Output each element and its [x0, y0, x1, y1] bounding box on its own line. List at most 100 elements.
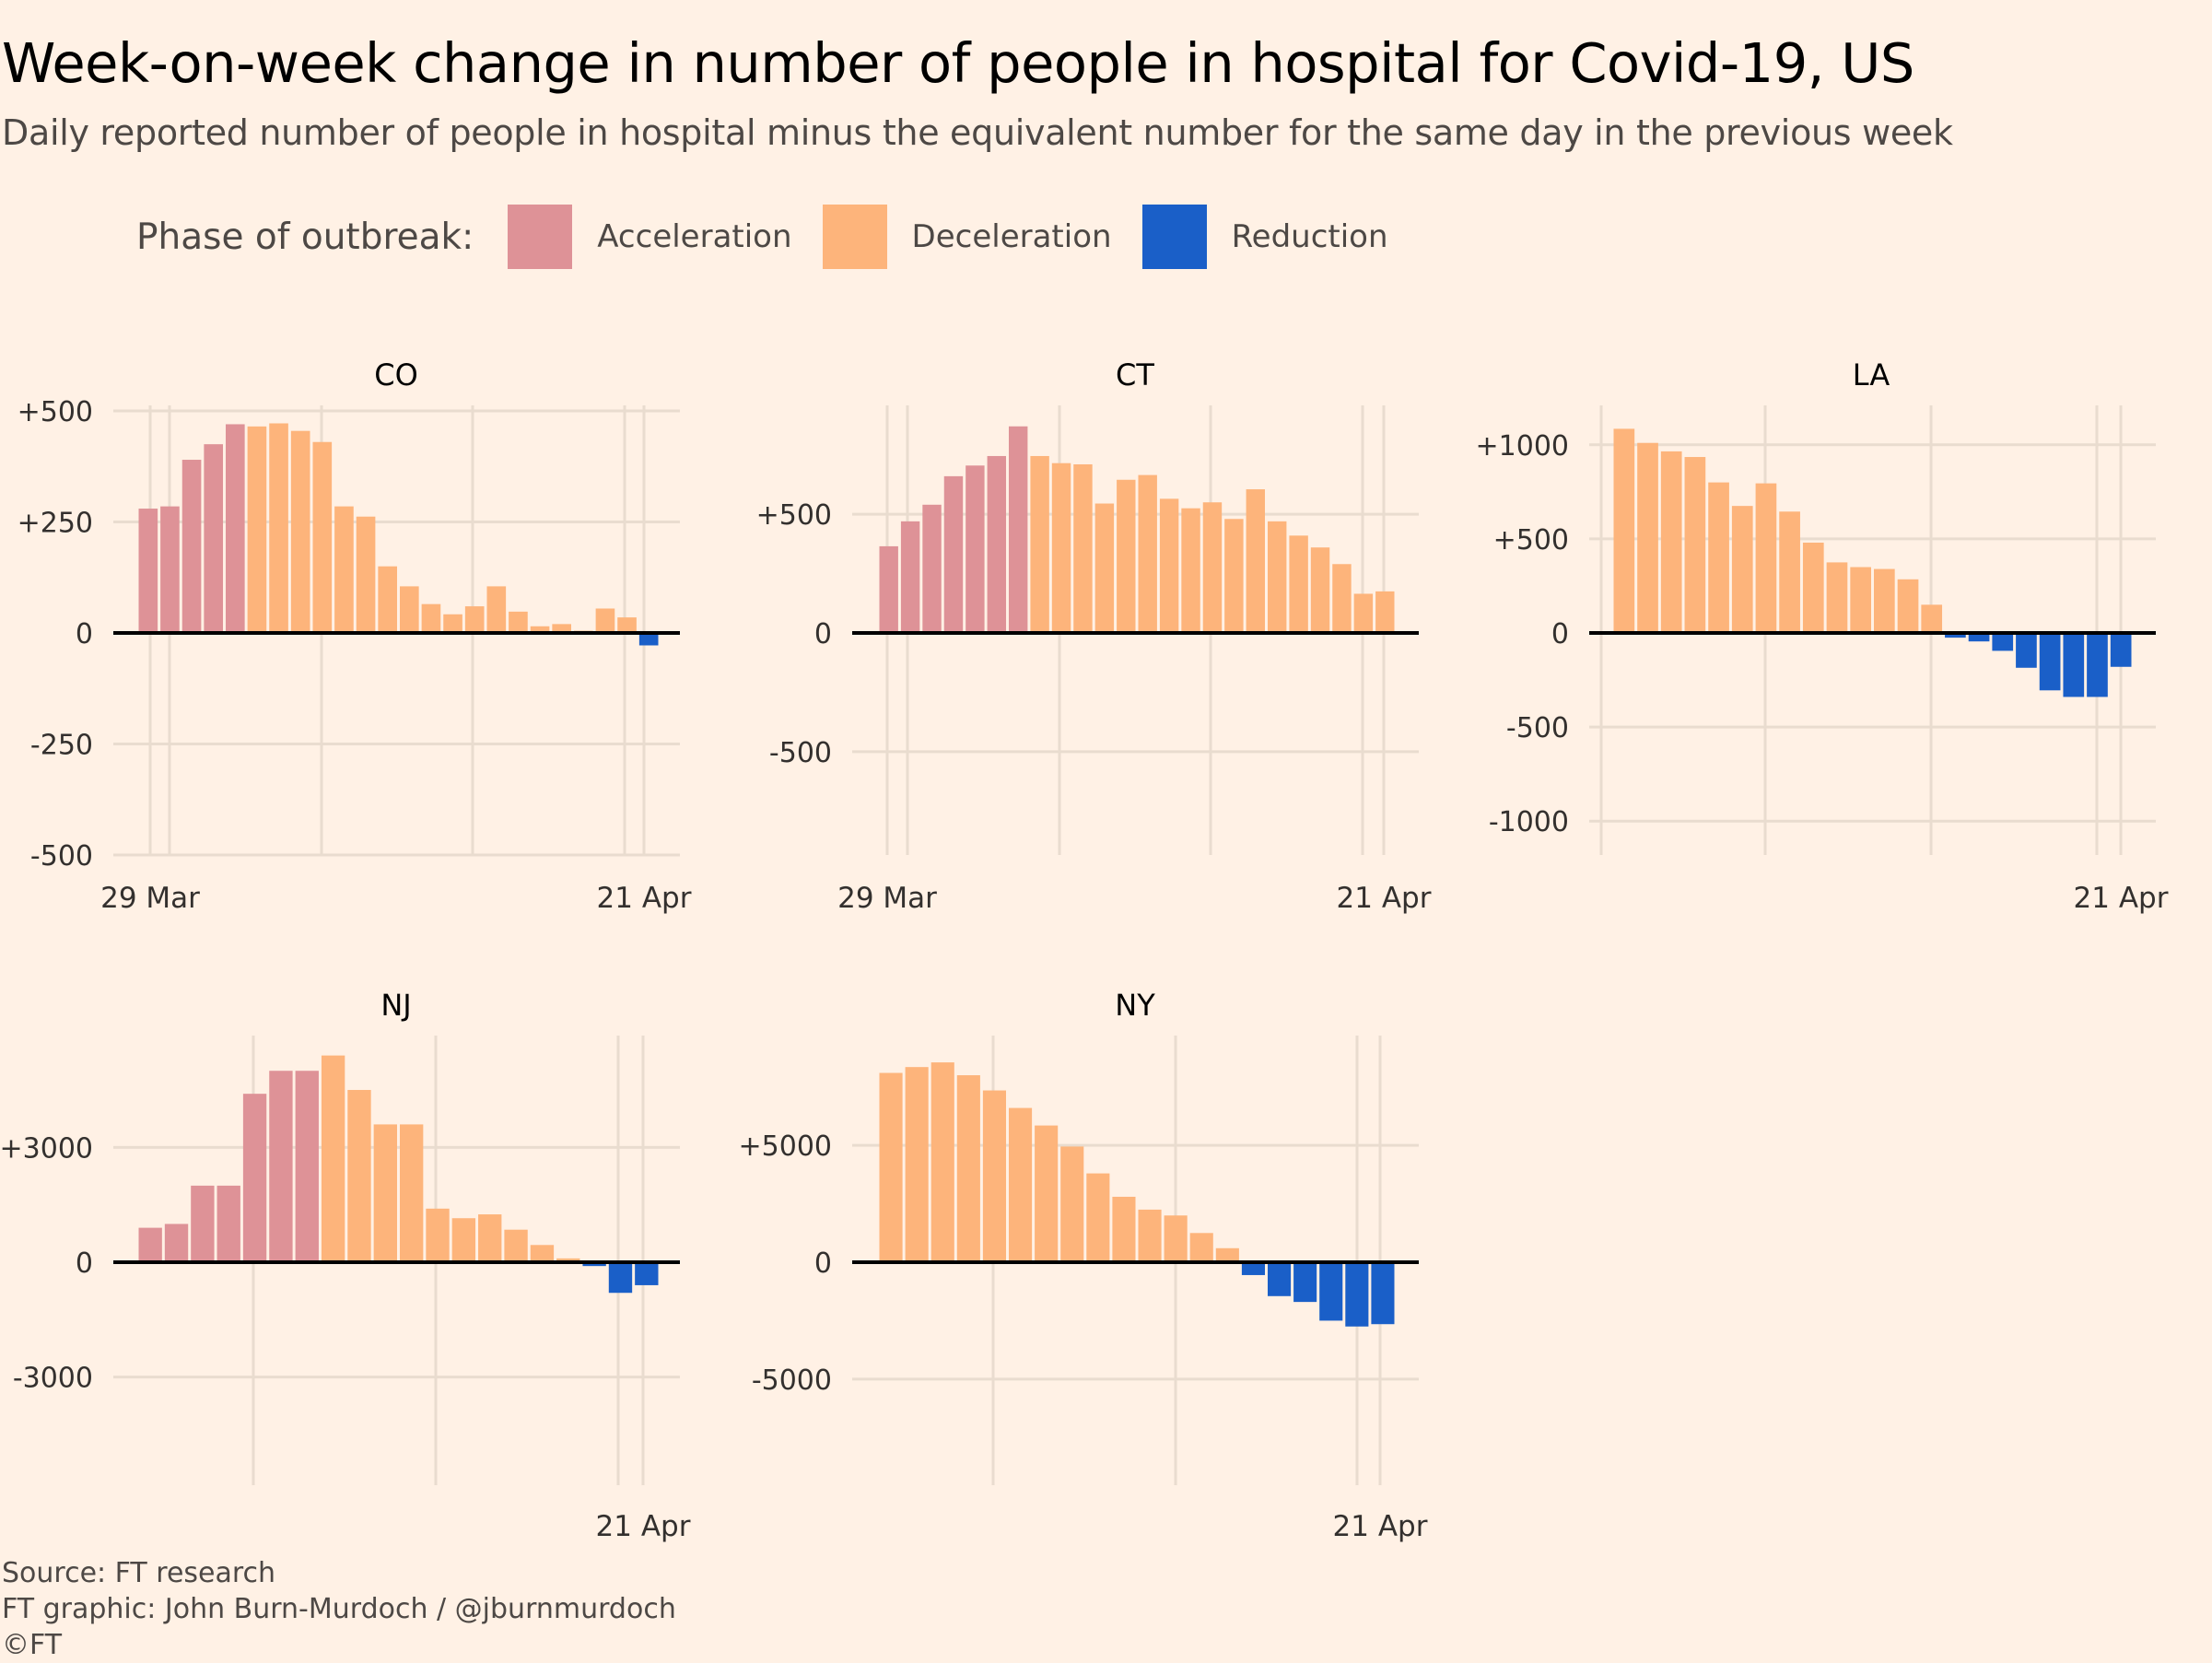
bar-la-1 [1637, 442, 1658, 633]
ytick-label-ny-2: -5000 [752, 1364, 832, 1397]
legend-swatch-reduction [1141, 205, 1207, 269]
xtick-label-ct-1: 21 Apr [1337, 882, 1432, 915]
bar-co-10 [356, 516, 376, 633]
bar-co-4 [226, 424, 245, 633]
bar-ny-17 [1319, 1262, 1343, 1321]
bar-ny-5 [1009, 1107, 1033, 1262]
bar-ny-10 [1138, 1209, 1162, 1262]
ytick-label-ny-0: +5000 [739, 1130, 832, 1163]
bar-la-18 [2039, 633, 2061, 691]
bar-ct-5 [987, 455, 1006, 633]
bar-nj-2 [191, 1185, 215, 1262]
bar-ny-0 [879, 1072, 903, 1262]
bar-ny-15 [1268, 1262, 1292, 1296]
bar-co-23 [638, 633, 659, 646]
bar-ny-1 [905, 1067, 929, 1262]
legend-swatch-deceleration [822, 205, 887, 269]
bar-co-11 [378, 566, 397, 633]
bar-ny-8 [1086, 1173, 1110, 1262]
ytick-label-nj-0: +3000 [0, 1132, 93, 1165]
bar-co-13 [421, 603, 441, 633]
ytick-label-nj-2: -3000 [13, 1363, 93, 1395]
xtick-label-co-0: 29 Mar [100, 882, 200, 915]
bar-co-5 [247, 426, 267, 633]
bar-ny-6 [1035, 1125, 1059, 1262]
chart-subtitle: Daily reported number of people in hospi… [2, 112, 1953, 153]
ytick-label-co-3: -250 [30, 730, 93, 762]
bar-ny-19 [1371, 1262, 1395, 1325]
xtick-label-co-1: 21 Apr [597, 882, 692, 915]
bar-la-14 [1945, 633, 1966, 638]
bar-ny-11 [1164, 1215, 1188, 1262]
bar-ct-3 [943, 475, 964, 633]
bar-ny-16 [1293, 1262, 1317, 1303]
bar-ct-6 [1009, 426, 1028, 633]
bar-ny-14 [1241, 1262, 1265, 1275]
bar-nj-11 [426, 1208, 450, 1262]
bar-ct-4 [966, 465, 985, 633]
xtick-label-ct-0: 29 Mar [837, 882, 937, 915]
bar-co-18 [530, 626, 550, 633]
bar-co-19 [552, 624, 571, 633]
bar-nj-4 [242, 1094, 267, 1262]
bar-nj-16 [556, 1258, 580, 1262]
bar-nj-0 [138, 1227, 162, 1262]
bar-ct-2 [922, 504, 942, 633]
bar-la-3 [1684, 457, 1706, 633]
panel-title-la: LA [1853, 357, 1890, 392]
bar-la-5 [1731, 506, 1753, 633]
bar-ny-12 [1189, 1233, 1213, 1262]
bar-nj-6 [295, 1071, 319, 1262]
bar-la-6 [1755, 483, 1777, 633]
ytick-label-co-1: +250 [18, 508, 93, 540]
bar-ct-13 [1159, 498, 1179, 633]
bar-nj-9 [373, 1124, 397, 1262]
bar-ct-1 [900, 521, 920, 633]
bar-co-15 [464, 606, 485, 633]
bar-ct-16 [1224, 519, 1244, 633]
bar-la-13 [1921, 604, 1943, 633]
bar-co-3 [204, 444, 223, 633]
bar-la-9 [1826, 562, 1848, 633]
bar-la-0 [1613, 428, 1635, 633]
ytick-label-nj-1: 0 [76, 1247, 93, 1280]
bar-nj-5 [269, 1071, 293, 1262]
bar-ct-11 [1117, 479, 1136, 633]
panel-title-ny: NY [1115, 988, 1155, 1023]
bar-co-2 [181, 460, 202, 633]
bar-ny-2 [930, 1062, 954, 1262]
footer: Source: FT research FT graphic: John Bur… [2, 1555, 676, 1663]
legend-title: Phase of outbreak: [136, 216, 474, 258]
bar-ct-21 [1332, 564, 1352, 633]
bar-co-14 [443, 614, 462, 633]
xtick-label-la-0: 21 Apr [2074, 882, 2169, 915]
bar-ny-13 [1215, 1247, 1239, 1262]
source-note: Source: FT research [2, 1557, 276, 1589]
bar-la-15 [1968, 633, 1990, 642]
bar-co-0 [138, 509, 158, 633]
panel-title-nj: NJ [380, 988, 411, 1023]
bar-co-7 [290, 430, 310, 633]
bar-nj-3 [217, 1185, 240, 1262]
ytick-label-la-0: +1000 [1476, 430, 1569, 463]
bar-nj-13 [478, 1214, 502, 1262]
bar-ct-0 [879, 545, 898, 633]
bar-nj-1 [164, 1224, 189, 1262]
bar-co-16 [486, 586, 507, 633]
bar-la-20 [2087, 633, 2108, 697]
bar-la-2 [1660, 451, 1682, 633]
ytick-label-la-4: -1000 [1489, 806, 1569, 838]
bar-ct-7 [1030, 455, 1049, 633]
bar-ct-14 [1181, 508, 1200, 633]
bar-co-22 [617, 617, 637, 633]
bar-ct-22 [1353, 593, 1374, 633]
bar-nj-19 [635, 1262, 659, 1285]
bar-ct-10 [1094, 503, 1115, 633]
ytick-label-co-2: 0 [76, 618, 93, 650]
bar-ny-9 [1112, 1196, 1136, 1262]
bar-la-21 [2110, 633, 2132, 667]
bar-co-17 [509, 611, 528, 633]
bar-co-8 [312, 441, 333, 633]
bar-la-8 [1802, 542, 1824, 633]
